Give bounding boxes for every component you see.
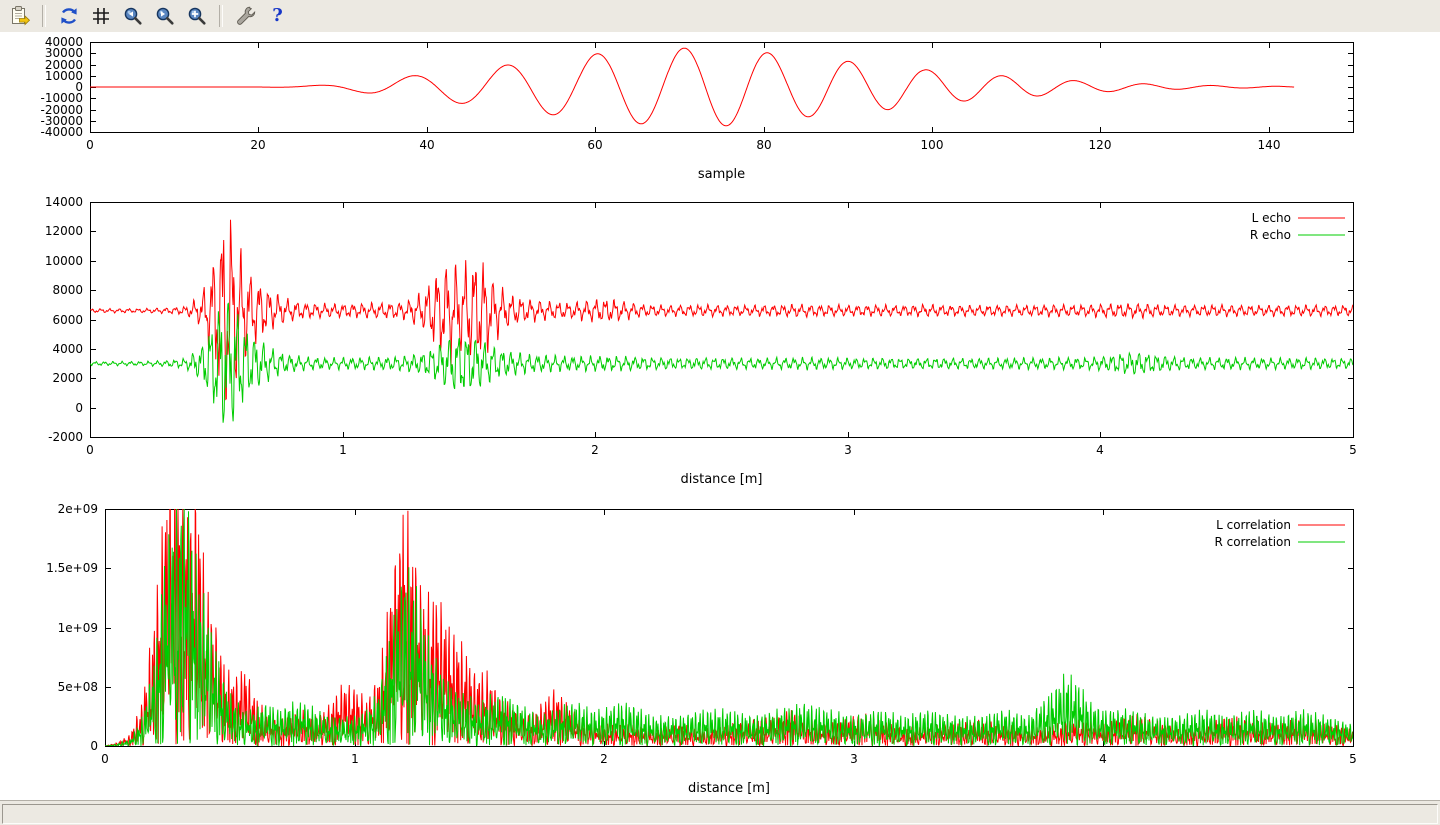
svg-text:2e+09: 2e+09 [58, 502, 98, 516]
plot-2: 0 1 2 3 4 5-200002000400060008000100001200014… [45, 195, 1357, 487]
series-pulse [90, 47, 1295, 127]
svg-text:14000: 14000 [45, 195, 83, 209]
configure-button[interactable] [232, 3, 259, 30]
clipboard-copy-icon [11, 6, 30, 26]
zoom-previous-icon [124, 7, 142, 25]
replot-icon [60, 8, 77, 24]
replot-button[interactable] [55, 3, 82, 30]
svg-text:8000: 8000 [52, 283, 83, 297]
svg-text:0: 0 [90, 739, 98, 753]
svg-text:100: 100 [921, 138, 944, 152]
svg-text:120: 120 [1089, 138, 1112, 152]
svg-text:6000: 6000 [52, 313, 83, 327]
series-l-echo [90, 219, 1353, 401]
svg-text:2: 2 [591, 443, 599, 457]
svg-text:2: 2 [600, 752, 608, 766]
autoscale-icon [188, 7, 206, 25]
svg-text:10000: 10000 [45, 254, 83, 268]
svg-text:0: 0 [101, 752, 109, 766]
svg-text:140: 140 [1258, 138, 1281, 152]
plot-canvas[interactable]: 0 20 40 60 80 100 120 140-40000-30000-20000-100… [0, 32, 1440, 800]
svg-text:sample: sample [698, 167, 745, 182]
grid-icon [92, 8, 109, 24]
svg-text:5: 5 [1349, 443, 1357, 457]
svg-text:1.5e+09: 1.5e+09 [46, 561, 98, 575]
svg-text:0: 0 [75, 80, 83, 94]
svg-text:0: 0 [75, 401, 83, 415]
svg-text:4000: 4000 [52, 342, 83, 356]
svg-text:-20000: -20000 [40, 103, 83, 117]
svg-text:1: 1 [351, 752, 359, 766]
legend-label: L correlation [1216, 518, 1291, 532]
svg-text:4: 4 [1096, 443, 1104, 457]
zoom-next-icon [156, 7, 174, 25]
svg-text:40: 40 [419, 138, 434, 152]
statusbar-panel [2, 804, 1438, 824]
series-r-echo [90, 302, 1353, 423]
svg-text:-10000: -10000 [40, 91, 83, 105]
svg-text:80: 80 [756, 138, 771, 152]
wrench-icon [236, 6, 255, 25]
zoom-previous-button[interactable] [119, 3, 146, 30]
series-r-correlation [105, 509, 1353, 746]
svg-text:3: 3 [844, 443, 852, 457]
help-icon: ? [272, 5, 283, 26]
plot-3: 0 1 2 3 4 5 0 5e+08 1e+09 1.5e+09 2e+09 distance [m… [46, 502, 1357, 796]
help-button[interactable]: ? [264, 3, 291, 30]
toolbar-separator [42, 5, 46, 27]
autoscale-button[interactable] [183, 3, 210, 30]
svg-text:1e+09: 1e+09 [58, 621, 98, 635]
svg-text:-30000: -30000 [40, 114, 83, 128]
zoom-next-button[interactable] [151, 3, 178, 30]
svg-text:0: 0 [86, 443, 94, 457]
svg-text:5: 5 [1349, 752, 1357, 766]
svg-text:1: 1 [339, 443, 347, 457]
plot-area: 0 20 40 60 80 100 120 140 -40000 -30000 -20000 -100… [0, 32, 1440, 800]
svg-text:0: 0 [86, 138, 94, 152]
svg-text:20: 20 [250, 138, 265, 152]
legend-label: R correlation [1214, 535, 1291, 549]
svg-text:distance [m]: distance [m] [688, 781, 770, 796]
legend-label: R echo [1250, 228, 1291, 242]
toggle-grid-button[interactable] [87, 3, 114, 30]
svg-text:10000: 10000 [45, 69, 83, 83]
toolbar-separator [219, 5, 223, 27]
svg-text:20000: 20000 [45, 58, 83, 72]
svg-text:30000: 30000 [45, 46, 83, 60]
svg-text:-2000: -2000 [48, 430, 83, 444]
svg-text:4: 4 [1099, 752, 1107, 766]
svg-text:-40000: -40000 [40, 125, 83, 139]
legend-label: L echo [1252, 211, 1291, 225]
copy-to-clipboard-button[interactable] [6, 3, 33, 30]
toolbar: ? [0, 0, 1440, 32]
svg-text:12000: 12000 [45, 224, 83, 238]
svg-text:3: 3 [850, 752, 858, 766]
svg-text:distance [m]: distance [m] [680, 472, 762, 487]
svg-text:5e+08: 5e+08 [58, 680, 98, 694]
svg-text:2000: 2000 [52, 371, 83, 385]
statusbar [0, 800, 1440, 825]
svg-text:60: 60 [587, 138, 602, 152]
plot-1: 0 20 40 60 80 100 120 140 -40000-30000-20000-100… [40, 35, 1354, 182]
svg-text:40000: 40000 [45, 35, 83, 49]
